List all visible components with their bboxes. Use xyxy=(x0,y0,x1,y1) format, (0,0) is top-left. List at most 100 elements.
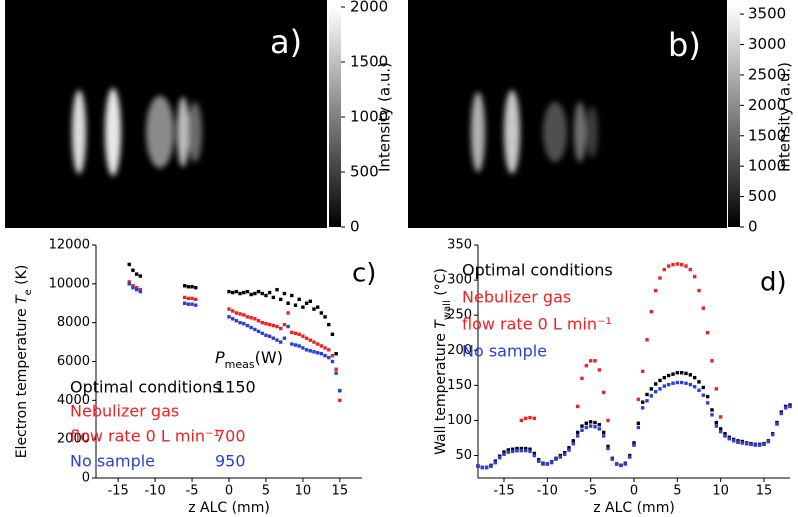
data-point xyxy=(675,262,680,266)
colorbar-tick-label: 0 xyxy=(350,218,360,236)
legend-entry: flow rate 0 L min⁻¹ xyxy=(70,427,220,446)
power-header: Pmeas(W) xyxy=(215,348,283,371)
colorbar-tick-label: 1500 xyxy=(748,126,786,144)
data-point xyxy=(679,371,684,375)
data-point xyxy=(138,287,143,292)
data-point xyxy=(249,292,253,297)
data-point xyxy=(679,262,684,267)
data-point xyxy=(697,388,701,392)
data-point xyxy=(506,450,511,454)
data-point xyxy=(182,301,187,305)
data-point xyxy=(701,393,706,397)
data-point xyxy=(293,343,298,347)
x-tick-label: 0 xyxy=(225,484,233,499)
data-point xyxy=(134,272,139,276)
data-point xyxy=(290,342,294,346)
colorbar-tick-label: 1000 xyxy=(748,157,786,175)
data-point xyxy=(580,376,584,381)
data-point xyxy=(636,397,641,402)
y-axis-title-part: (°C) xyxy=(433,268,449,300)
data-point xyxy=(334,352,338,356)
data-point xyxy=(575,404,580,409)
legend-entry: Optimal conditions xyxy=(462,261,613,280)
data-point xyxy=(138,274,143,278)
data-point xyxy=(606,418,610,423)
data-point xyxy=(279,340,283,344)
data-point xyxy=(645,399,649,403)
data-point xyxy=(640,400,645,404)
data-point xyxy=(788,404,792,409)
data-point xyxy=(692,385,697,389)
data-point xyxy=(234,289,239,294)
colorbar-label: Intensity (a.u.) xyxy=(376,62,394,172)
data-point xyxy=(593,359,597,363)
data-point xyxy=(593,425,597,429)
data-point xyxy=(697,380,701,384)
data-point xyxy=(571,439,576,443)
data-point xyxy=(308,349,312,353)
data-point xyxy=(256,289,261,294)
data-point xyxy=(601,390,606,395)
data-point xyxy=(714,387,719,391)
data-point xyxy=(297,344,301,348)
data-point xyxy=(227,307,231,311)
data-point xyxy=(623,462,628,466)
power-header-unit: (W) xyxy=(255,348,283,367)
data-point xyxy=(562,452,567,456)
data-point xyxy=(666,382,671,387)
x-tick-label: 0 xyxy=(630,484,638,499)
data-point xyxy=(308,299,312,304)
y-axis-title-part: (K) xyxy=(14,265,30,290)
data-point xyxy=(532,453,537,458)
x-tick-label: 15 xyxy=(756,484,773,499)
data-point xyxy=(127,282,131,286)
data-point xyxy=(319,352,324,356)
data-point xyxy=(558,455,563,459)
data-point xyxy=(194,286,198,290)
panel-label: d) xyxy=(760,268,787,298)
data-point xyxy=(653,389,658,394)
data-point xyxy=(190,302,194,306)
y-tick-label: 100 xyxy=(447,413,472,428)
data-point xyxy=(304,348,309,352)
data-point xyxy=(736,440,740,444)
data-point xyxy=(519,448,524,453)
data-point xyxy=(762,442,766,447)
x-axis-title: z ALC (mm) xyxy=(188,500,270,516)
data-point xyxy=(749,442,753,447)
data-point xyxy=(588,359,593,363)
data-point xyxy=(632,441,636,445)
data-point xyxy=(282,291,287,296)
legend-entry: No sample xyxy=(70,452,155,471)
data-point xyxy=(253,327,257,332)
data-point xyxy=(610,457,615,461)
data-point xyxy=(554,457,558,461)
data-point xyxy=(718,429,723,434)
y-tick-label: 4000 xyxy=(57,393,90,408)
data-point xyxy=(230,317,235,321)
x-tick-label: -15 xyxy=(493,484,514,499)
colorbar-tick-label: 1000 xyxy=(350,108,388,126)
data-point xyxy=(666,264,671,268)
data-point xyxy=(186,296,191,301)
data-point xyxy=(536,459,541,463)
y-tick-label: 50 xyxy=(455,448,472,463)
data-point xyxy=(312,307,316,311)
data-point xyxy=(301,305,305,309)
data-point xyxy=(230,290,235,295)
data-point xyxy=(493,460,498,465)
data-point xyxy=(282,336,287,340)
y-tick-label: 0 xyxy=(82,471,90,486)
data-point xyxy=(684,381,688,385)
data-point xyxy=(338,388,342,393)
data-point xyxy=(541,462,545,466)
data-point xyxy=(290,330,294,335)
data-point xyxy=(731,439,736,443)
data-point xyxy=(334,371,338,375)
data-point xyxy=(653,382,658,386)
data-point xyxy=(675,380,680,385)
data-point xyxy=(227,289,231,294)
data-point xyxy=(545,462,550,466)
data-point xyxy=(619,463,623,468)
